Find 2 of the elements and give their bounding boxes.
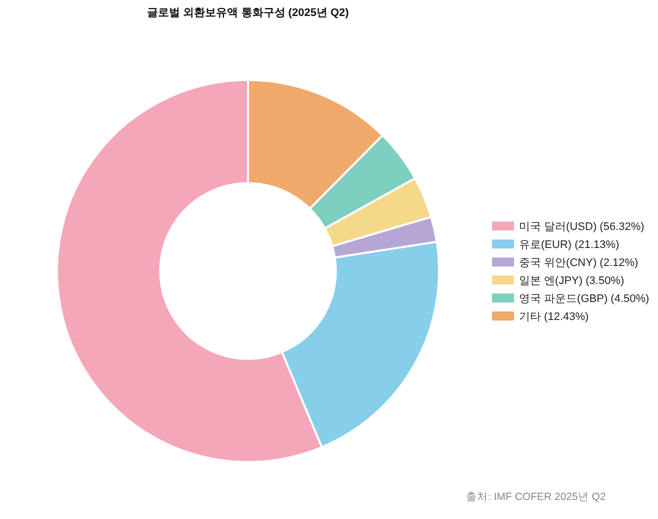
title: 글로벌 외환보유액 통화구성 (2025년 Q2): [147, 7, 349, 19]
annotation: 출처: IMF COFER 2025년 Q2: [466, 491, 606, 503]
